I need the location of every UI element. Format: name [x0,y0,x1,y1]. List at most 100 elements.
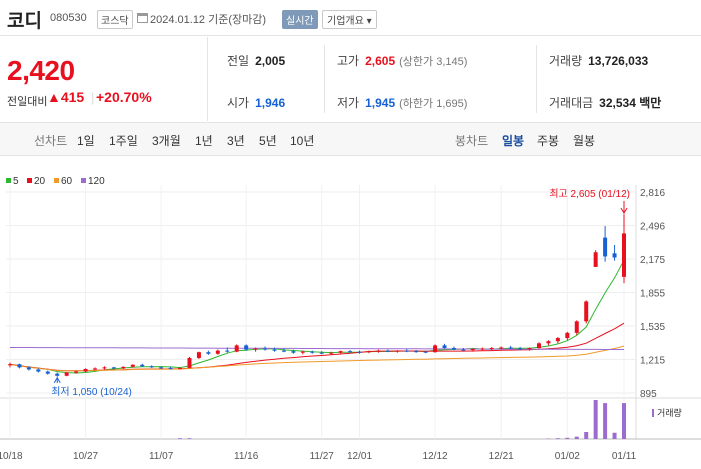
low-value: 1,945 [365,96,396,110]
candle-body [423,351,428,353]
legend-label: 60 [61,176,73,187]
x-tick-label: 10/18 [0,451,23,462]
volume-value: 13,726,033 [588,54,649,68]
high-annotation: 최고 2,605 (01/12) [549,188,630,200]
x-tick-label: 11/07 [149,451,174,462]
x-tick-label: 01/11 [612,451,637,462]
candle-body [234,345,239,352]
ma60-line [9,345,625,372]
volume-bar [593,400,598,439]
volume-bar [565,437,570,439]
candle-body [36,369,41,372]
candle-body [17,364,22,368]
change-percent: +20.70% [96,89,152,105]
candle-body [499,347,504,349]
candle-body [329,352,334,354]
candle-body [281,350,286,352]
volume-bar [555,438,560,439]
x-tick-label: 12/21 [489,451,514,462]
change-value: ▲415 [47,89,85,105]
candle-body [253,348,258,350]
x-tick-label: 10/27 [73,451,98,462]
volume-bar [584,431,589,439]
legend-swatch [6,178,11,183]
volume-label: 거래량 [657,407,682,418]
candle-body [121,366,126,369]
prev-close: 전일 2,005 [227,52,285,69]
period-5y[interactable]: 5년 [259,134,277,148]
y-tick-label: 895 [640,389,657,400]
candle-body [622,233,626,277]
price-chart[interactable]: 5 20 60 120 2,816 2,496 2,175 1,855 1,535 1,215 8… [0,157,701,469]
volume-legend-swatch [652,409,654,417]
candle-body [527,348,532,350]
candlestick-chart[interactable]: 5 20 60 120 2,816 2,496 2,175 1,855 1,535 1,215 8… [0,157,701,469]
candle-body [555,338,560,342]
change-label: 전일대비 [7,96,48,108]
period-1w[interactable]: 1주일 [109,134,138,148]
prev-close-label: 전일 [227,54,250,68]
candle-body [64,372,69,376]
realtime-button[interactable]: 실시간 [282,10,318,29]
lower-limit: (하한가 1,695) [399,98,468,110]
period-3y[interactable]: 3년 [227,134,245,148]
stock-name: 코디 [7,11,42,32]
y-tick-label: 2,496 [640,222,665,233]
prev-close-value: 2,005 [255,54,286,68]
candle-body [8,364,12,366]
candle-body [83,368,88,372]
candle-weekly[interactable]: 주봉 [537,134,560,148]
high-arrow-head [620,207,628,215]
candle-body [508,347,513,349]
period-1d[interactable]: 1일 [77,134,95,148]
candle-body [45,371,50,374]
x-tick-label: 01/02 [555,451,580,462]
ma20-line [9,322,625,372]
legend-swatch [27,178,32,183]
trade-amount: 거래대금 32,534 백만 [549,94,661,111]
candle-body [385,350,390,352]
candle-body [319,352,324,354]
candle-body [348,351,353,353]
volume-bar [622,403,626,439]
base-date: 2024.01.12 기준(장마감) [150,14,267,26]
open-price: 시가 1,946 [227,94,285,111]
low-price: 저가 1,945 (하한가 1,695) [337,94,467,111]
y-tick-label: 2,175 [640,255,665,266]
stock-header: 코디 080530 코스닥 2024.01.12 기준(장마감) 실시간 기업개… [0,0,701,36]
market-badge: 코스닥 [97,10,133,29]
candle-body [442,345,447,349]
open-value: 1,946 [255,96,286,110]
candle-body [366,351,371,353]
high-price: 고가 2,605 (상한가 3,145) [337,52,467,69]
candle-body [612,253,617,258]
candle-daily[interactable]: 일봉 [502,134,525,148]
volume-bar [603,403,608,439]
legend-swatch [54,178,59,183]
candle-monthly[interactable]: 월봉 [573,134,596,148]
open-label: 시가 [227,96,250,110]
ma5-line [9,259,625,374]
candle-body [225,350,230,352]
y-tick-label: 1,215 [640,356,665,367]
candle-body [149,366,154,368]
candle-body [480,348,485,350]
candle-body [451,348,456,350]
y-tick-label: 2,816 [640,188,665,199]
candle-body [196,352,201,358]
candle-body [433,345,438,353]
candle-body [215,350,220,354]
candle-body [74,371,79,373]
candle-body [272,349,277,351]
candle-body [130,364,135,367]
period-10y[interactable]: 10년 [290,134,315,148]
low-label: 저가 [337,96,360,110]
volume-label: 거래량 [549,54,583,68]
company-info-button[interactable]: 기업개요 ▾ [322,10,377,29]
period-1y[interactable]: 1년 [195,134,213,148]
period-3m[interactable]: 3개월 [152,134,181,148]
high-label: 고가 [337,54,360,68]
low-arrow-head [53,376,61,384]
legend-label: 120 [88,176,105,187]
candle-body [159,367,164,369]
